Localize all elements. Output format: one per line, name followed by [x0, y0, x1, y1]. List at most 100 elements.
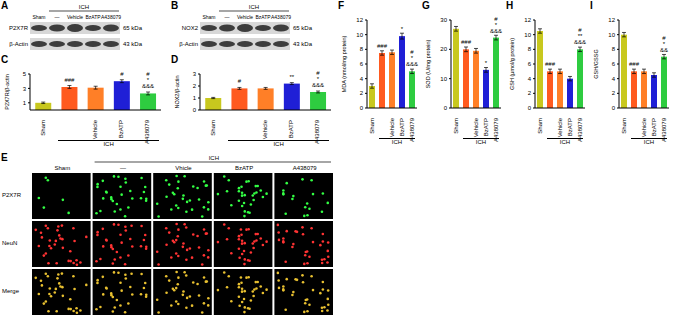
- svg-text:1: 1: [193, 95, 197, 101]
- svg-text:BzATP: BzATP: [651, 118, 657, 136]
- svg-text:65 kDa: 65 kDa: [293, 25, 313, 31]
- svg-text:—: —: [120, 165, 126, 171]
- svg-text:###: ###: [545, 61, 556, 67]
- svg-text:&&&: &&&: [142, 83, 154, 89]
- svg-text:0: 0: [612, 105, 616, 111]
- svg-text:Sham: Sham: [32, 14, 45, 20]
- svg-text:Vehicle: Vehicle: [237, 14, 253, 20]
- svg-text:2: 2: [612, 90, 616, 96]
- svg-text:E: E: [1, 152, 8, 163]
- svg-text:&&&: &&&: [490, 28, 502, 34]
- svg-text:###: ###: [629, 61, 640, 67]
- svg-text:Vehicle: Vehicle: [557, 117, 563, 137]
- svg-text:BzATP: BzATP: [118, 120, 124, 138]
- svg-text:8: 8: [360, 46, 364, 52]
- svg-text:ICH: ICH: [209, 155, 219, 161]
- svg-text:Sham: Sham: [369, 118, 375, 134]
- svg-text:BzATP: BzATP: [235, 165, 253, 171]
- svg-text:BzATP: BzATP: [255, 14, 271, 20]
- svg-text:30: 30: [440, 17, 447, 23]
- svg-text:6: 6: [360, 61, 364, 67]
- svg-text:#: #: [238, 78, 242, 84]
- svg-text:65 kDa: 65 kDa: [123, 25, 143, 31]
- svg-text:12: 12: [356, 17, 363, 23]
- svg-text:**: **: [290, 74, 295, 80]
- svg-text:10: 10: [440, 76, 447, 82]
- svg-text:10: 10: [608, 32, 615, 38]
- svg-text:A: A: [1, 0, 8, 11]
- svg-text:Sham: Sham: [202, 14, 215, 20]
- svg-text:β-Actin: β-Actin: [179, 41, 198, 47]
- svg-text:Vehicle: Vehicle: [92, 119, 98, 139]
- svg-text:A438079: A438079: [271, 14, 291, 20]
- svg-text:BzATP: BzATP: [288, 120, 294, 138]
- svg-text:GSH (μmol/g protein): GSH (μmol/g protein): [509, 38, 515, 90]
- svg-text:—: —: [225, 14, 230, 20]
- svg-text:2: 2: [528, 90, 532, 96]
- svg-text:A438079: A438079: [293, 165, 318, 171]
- svg-text:B: B: [171, 0, 178, 11]
- svg-text:P2X7R: P2X7R: [2, 192, 22, 198]
- svg-text:12: 12: [524, 17, 531, 23]
- svg-text:3: 3: [23, 86, 27, 92]
- svg-text:NOX2/β-actin: NOX2/β-actin: [174, 75, 180, 108]
- svg-text:0: 0: [444, 105, 448, 111]
- svg-text:5: 5: [23, 71, 27, 77]
- svg-text:β-Actin: β-Actin: [9, 41, 28, 47]
- svg-text:NOX2: NOX2: [182, 25, 199, 31]
- svg-text:ICH: ICH: [249, 4, 259, 10]
- svg-text:—: —: [55, 14, 60, 20]
- svg-text:4: 4: [528, 76, 532, 82]
- svg-text:Vhicle: Vhicle: [175, 165, 192, 171]
- svg-text:Vehicle: Vehicle: [389, 117, 395, 137]
- svg-text:BzATP: BzATP: [567, 118, 573, 136]
- svg-text:Vehicle: Vehicle: [262, 119, 268, 139]
- svg-text:4: 4: [612, 76, 616, 82]
- svg-text:Sham: Sham: [40, 120, 46, 136]
- svg-text:0: 0: [360, 105, 364, 111]
- svg-text:43 kDa: 43 kDa: [123, 41, 143, 47]
- svg-text:SOD (U/mg protein): SOD (U/mg protein): [425, 40, 431, 89]
- svg-text:Merge: Merge: [2, 288, 20, 294]
- svg-text:Sham: Sham: [621, 118, 627, 134]
- svg-text:8: 8: [612, 46, 616, 52]
- svg-text:3: 3: [193, 71, 197, 77]
- svg-text:4: 4: [360, 76, 364, 82]
- svg-text:Sham: Sham: [54, 165, 70, 171]
- svg-text:P2X7R/β-actin: P2X7R/β-actin: [4, 74, 10, 110]
- svg-text:6: 6: [612, 61, 616, 67]
- svg-text:*: *: [485, 60, 488, 66]
- svg-text:###: ###: [377, 43, 388, 49]
- svg-text:ICH: ICH: [79, 4, 89, 10]
- svg-text:*: *: [401, 26, 404, 32]
- svg-text:2: 2: [193, 83, 197, 89]
- svg-text:6: 6: [528, 61, 532, 67]
- svg-text:&&&: &&&: [312, 82, 324, 88]
- svg-text:0: 0: [528, 105, 532, 111]
- svg-text:&&: &&: [660, 47, 668, 53]
- svg-text:Vehicle: Vehicle: [473, 117, 479, 137]
- svg-text:10: 10: [524, 32, 531, 38]
- svg-text:MDA (nmol/mg protein): MDA (nmol/mg protein): [341, 36, 347, 93]
- svg-text:NeuN: NeuN: [2, 240, 17, 246]
- svg-text:Sham: Sham: [453, 118, 459, 134]
- svg-text:1: 1: [23, 100, 27, 106]
- svg-text:43 kDa: 43 kDa: [293, 41, 313, 47]
- svg-text:12: 12: [608, 17, 615, 23]
- svg-text:&&&: &&&: [406, 61, 418, 67]
- svg-text:Sham: Sham: [537, 118, 543, 134]
- svg-text:2: 2: [360, 90, 364, 96]
- svg-text:GSH/GSSG: GSH/GSSG: [593, 49, 599, 78]
- svg-text:Vehicle: Vehicle: [641, 117, 647, 137]
- svg-text:###: ###: [64, 77, 75, 83]
- svg-text:Sham: Sham: [210, 120, 216, 136]
- svg-text:BzATP: BzATP: [483, 118, 489, 136]
- svg-text:BzATP: BzATP: [399, 118, 405, 136]
- svg-text:Vehicle: Vehicle: [67, 14, 83, 20]
- svg-text:8: 8: [528, 46, 532, 52]
- svg-text:10: 10: [356, 32, 363, 38]
- svg-text:A438079: A438079: [101, 14, 121, 20]
- svg-text:0: 0: [193, 107, 197, 113]
- svg-text:&&&: &&&: [574, 39, 586, 45]
- svg-text:BzATP: BzATP: [85, 14, 101, 20]
